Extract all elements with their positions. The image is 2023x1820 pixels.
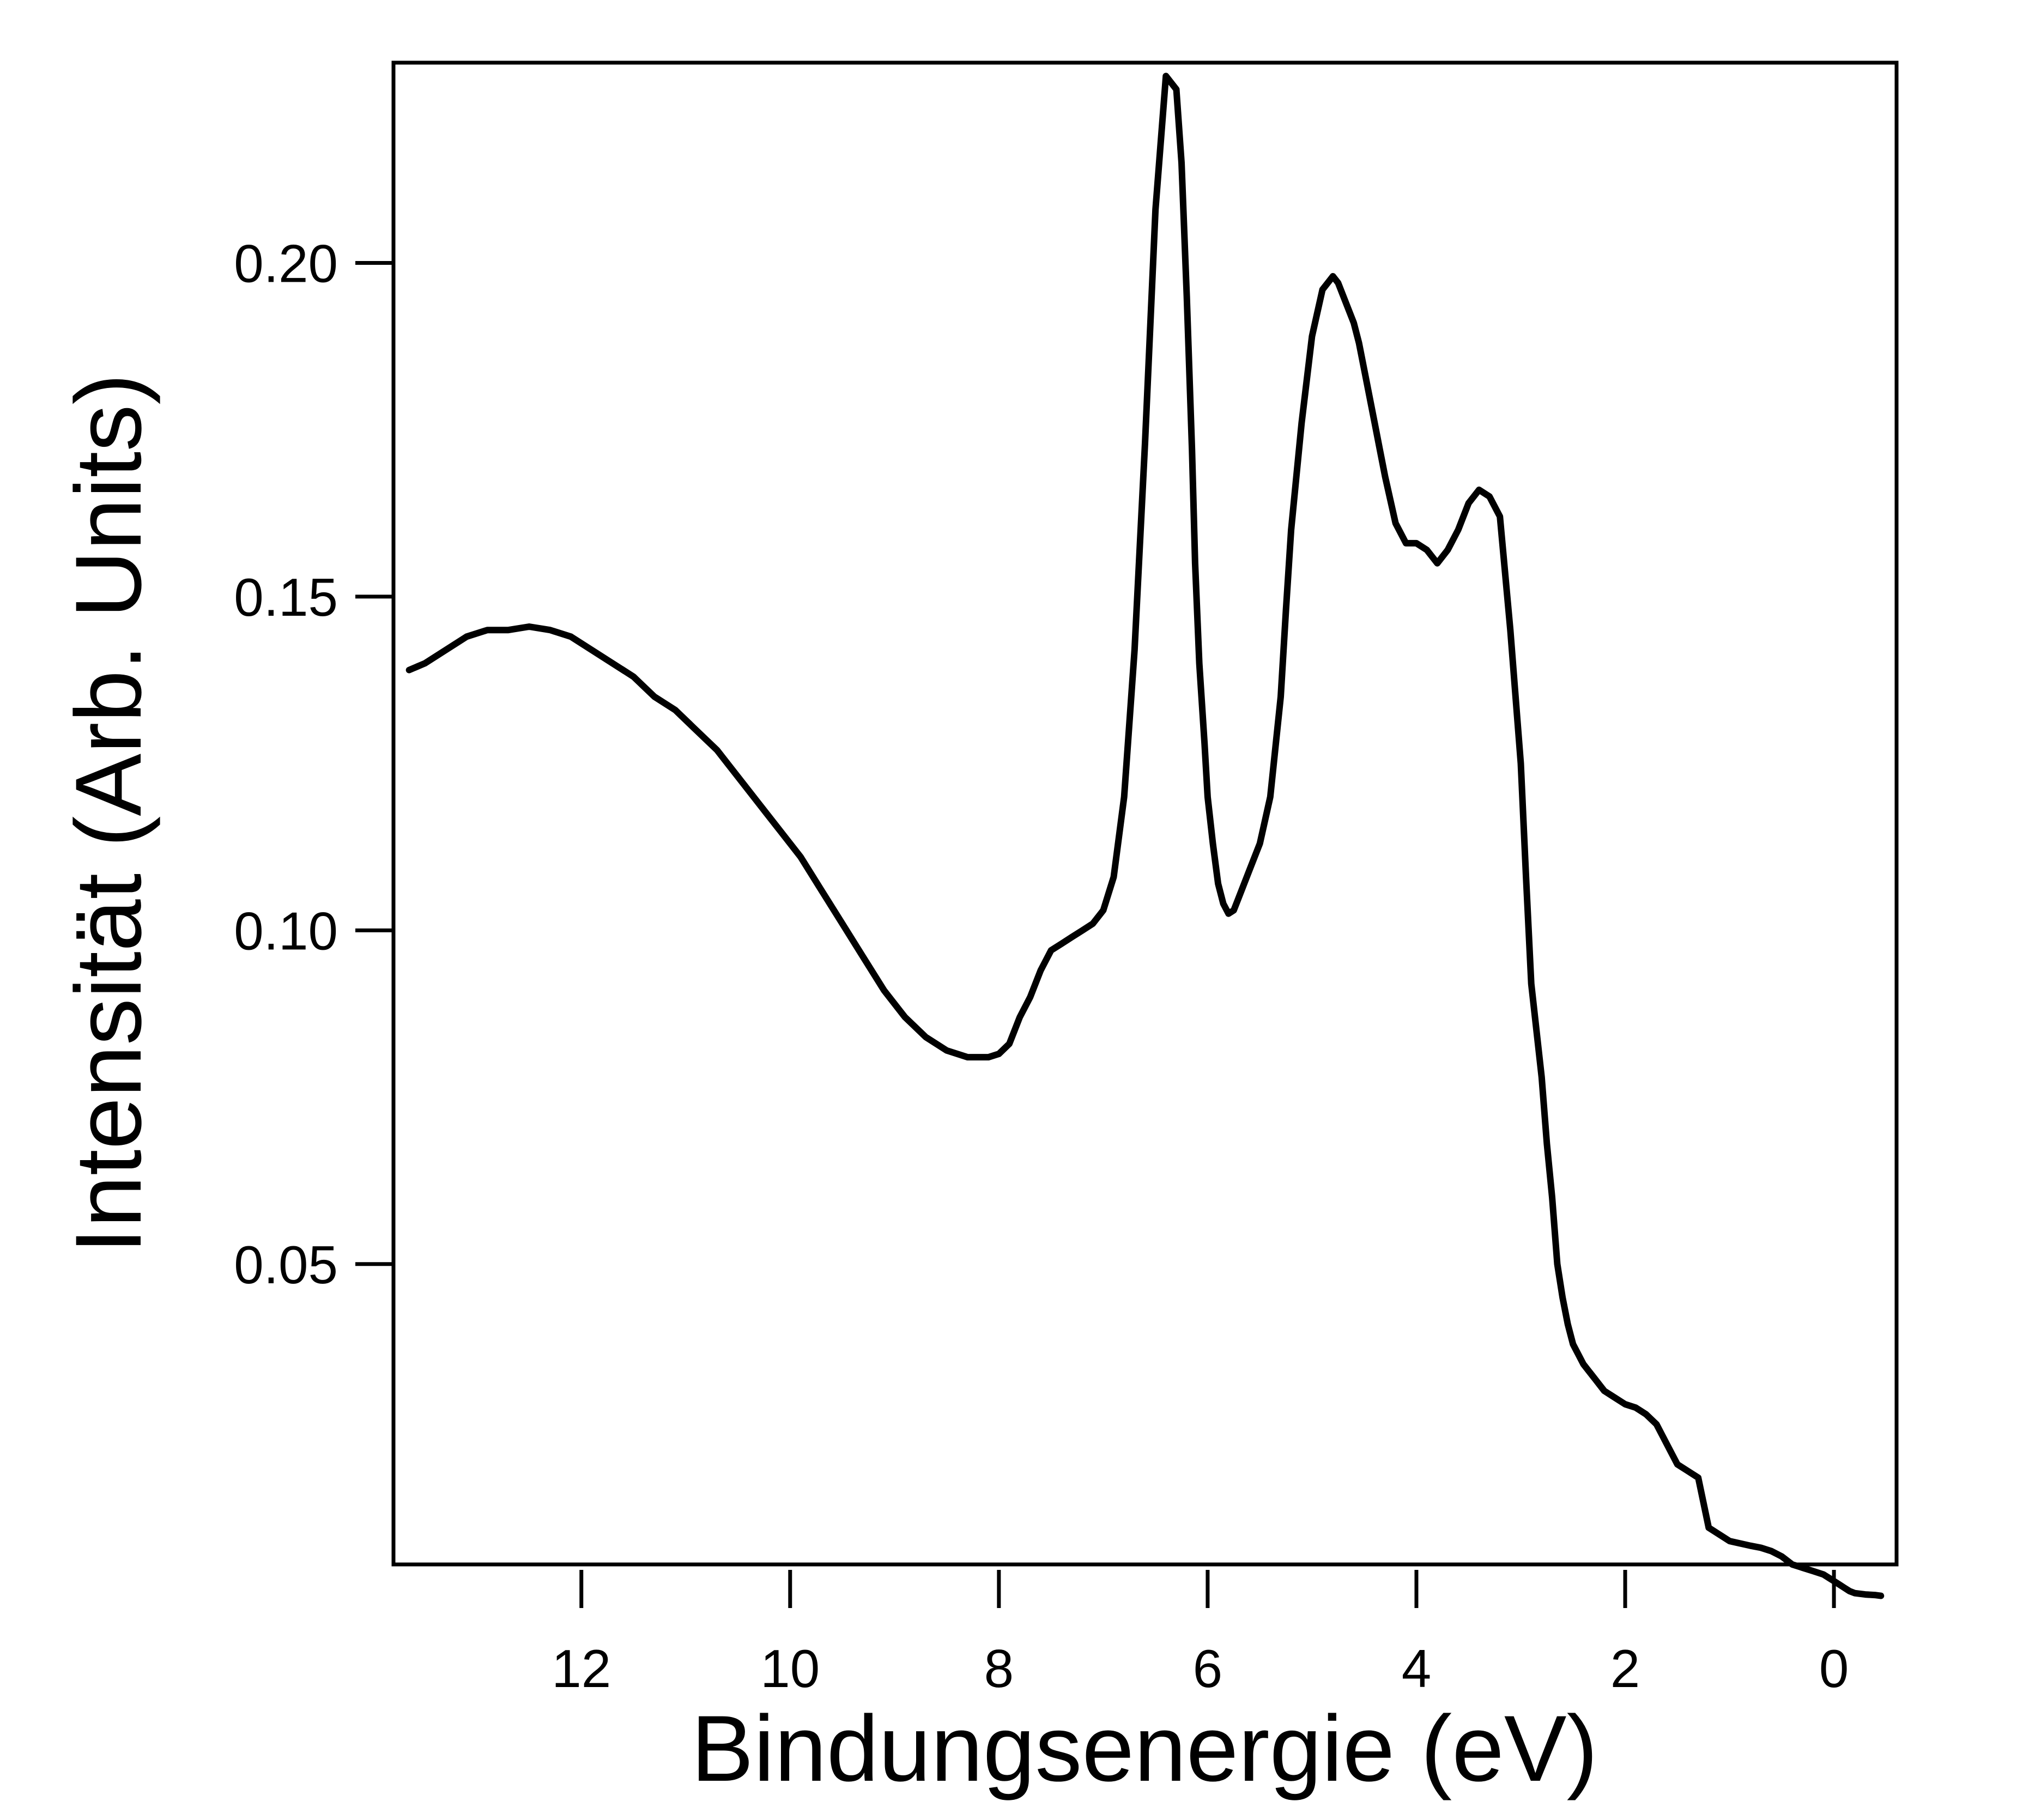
y-axis-label: Intensität (Arb. Units) [56,373,161,1253]
x-tick-label: 8 [984,1639,1014,1698]
x-tick-label: 0 [1819,1639,1849,1698]
y-tick-label: 0.10 [234,901,338,961]
x-tick-label: 12 [552,1639,611,1698]
y-tick-label: 0.05 [234,1235,338,1295]
series-line [405,72,1885,1599]
y-axis-ticks: 0.05 0.10 0.15 0.20 [234,233,393,1295]
series-layer [405,72,1885,1599]
x-axis-label: Bindungsenergie (eV) [691,1696,1598,1801]
x-tick-label: 4 [1402,1639,1432,1698]
y-tick-label: 0.20 [234,233,338,293]
x-tick-label: 10 [760,1639,820,1698]
x-tick-label: 2 [1610,1639,1640,1698]
x-axis-ticks: 12 10 8 6 4 2 0 [552,1570,1849,1698]
x-tick-label: 6 [1193,1639,1223,1698]
y-tick-label: 0.15 [234,567,338,627]
plot-frame [391,60,1899,1567]
